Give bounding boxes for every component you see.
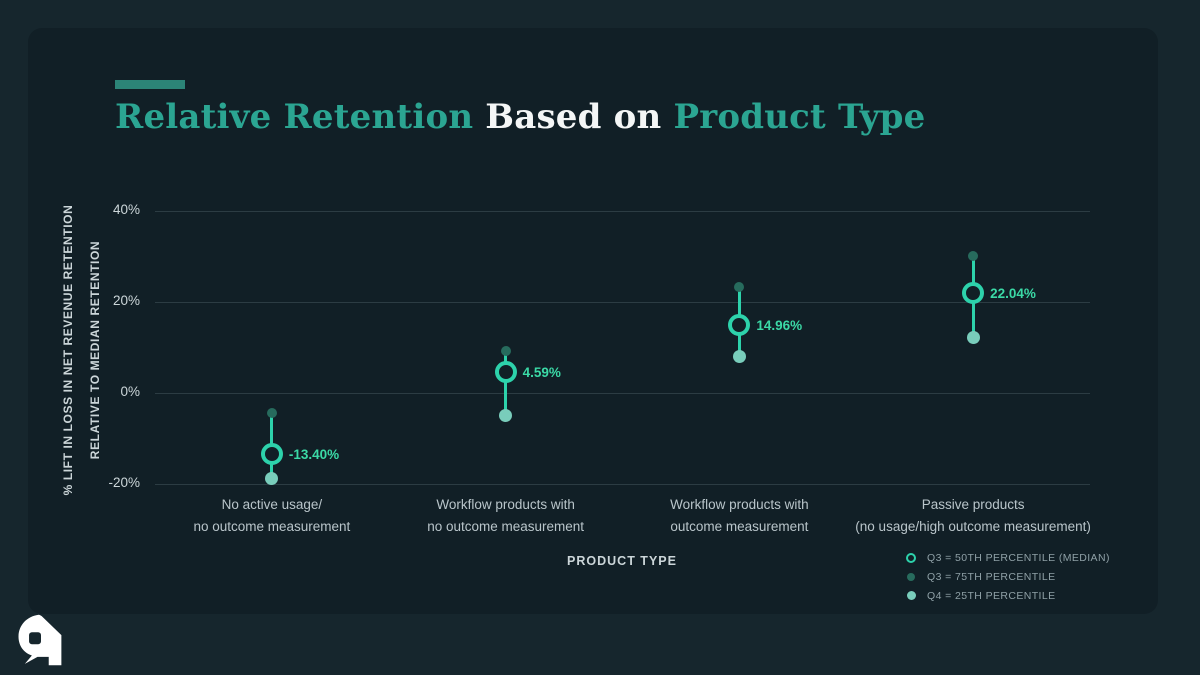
category-label-line: no outcome measurement <box>193 519 351 534</box>
p25-dot <box>265 472 279 486</box>
legend-item-label: Q3 = 50TH PERCENTILE (MEDIAN) <box>927 551 1110 564</box>
p75-dot <box>734 281 745 292</box>
y-axis-label: % LIFT IN LOSS IN NET REVENUE RETENTION … <box>55 30 109 670</box>
p25-dot <box>499 408 513 422</box>
company-logo <box>14 614 68 671</box>
p25-dot <box>732 349 746 363</box>
legend-item-label: Q4 = 25TH PERCENTILE <box>927 589 1056 602</box>
y-axis-label-line-1: % LIFT IN LOSS IN NET REVENUE RETENTION <box>61 204 75 496</box>
dot-light-icon <box>906 591 916 600</box>
x-axis-label: PRODUCT TYPE <box>567 554 677 568</box>
category-label-line: No active usage/ <box>221 497 323 512</box>
logo-a-icon <box>18 614 62 666</box>
category-label: No active usage/no outcome measurement <box>102 494 442 538</box>
y-tick-20%: 20% <box>112 293 140 308</box>
title-accent-bar <box>115 80 185 89</box>
y-tick-40%: 40% <box>112 202 140 217</box>
category-label-line: Workflow products with <box>436 497 575 512</box>
y-tick--20%: -20% <box>108 475 140 490</box>
gridline-40% <box>155 211 1090 212</box>
category-label: Workflow products with no outcome measure… <box>336 494 676 538</box>
p75-dot <box>266 408 277 419</box>
gridline-0% <box>155 393 1090 394</box>
ring-icon <box>906 552 916 563</box>
category-label-line: Workflow products with <box>670 497 809 512</box>
category-label-line: Passive products <box>921 497 1025 512</box>
category-label-line: (no usage/high outcome measurement) <box>855 519 1091 534</box>
p25-legend-icon <box>903 591 919 600</box>
p75-dot <box>968 251 979 262</box>
legend-item: Q3 = 75TH PERCENTILE <box>903 567 1110 586</box>
range-line <box>504 351 508 416</box>
gridline--20% <box>155 484 1090 485</box>
chart-card <box>28 28 1158 614</box>
dot-dark-icon <box>907 572 915 581</box>
y-tick-0%: 0% <box>120 384 140 399</box>
legend-item-label: Q3 = 75TH PERCENTILE <box>927 570 1056 583</box>
category-label-line: no outcome measurement <box>427 519 585 534</box>
category-label: Workflow products with outcome measuremen… <box>569 494 909 538</box>
median-value-label: 14.96% <box>756 317 803 333</box>
chart-legend: Q3 = 50TH PERCENTILE (MEDIAN) Q3 = 75TH P… <box>903 548 1110 605</box>
gridline-20% <box>155 302 1090 303</box>
median-ring <box>494 361 517 384</box>
median-ring <box>728 313 751 336</box>
p75-dot <box>500 346 511 357</box>
median-legend-icon <box>903 552 919 563</box>
median-ring <box>260 442 283 465</box>
legend-item: Q3 = 50TH PERCENTILE (MEDIAN) <box>903 548 1110 567</box>
legend-item: Q4 = 25TH PERCENTILE <box>903 586 1110 605</box>
p25-dot <box>966 331 980 345</box>
title-part-3: Product Type <box>673 97 926 137</box>
y-axis-label-line-2: RELATIVE TO MEDIAN RETENTION <box>88 240 102 460</box>
category-label: Passive products (no usage/high outcome m… <box>803 494 1143 538</box>
median-ring <box>962 281 985 304</box>
median-value-label: -13.40% <box>288 446 340 462</box>
page-title: Relative Retention Based on Product Type <box>115 97 1115 137</box>
median-value-label: 4.59% <box>522 365 561 381</box>
median-value-label: 22.04% <box>990 285 1036 301</box>
title-part-2: Based on <box>485 97 674 137</box>
title-part-1: Relative Retention <box>115 97 486 137</box>
p75-legend-icon <box>903 572 919 581</box>
category-label-line: outcome measurement <box>670 519 809 534</box>
